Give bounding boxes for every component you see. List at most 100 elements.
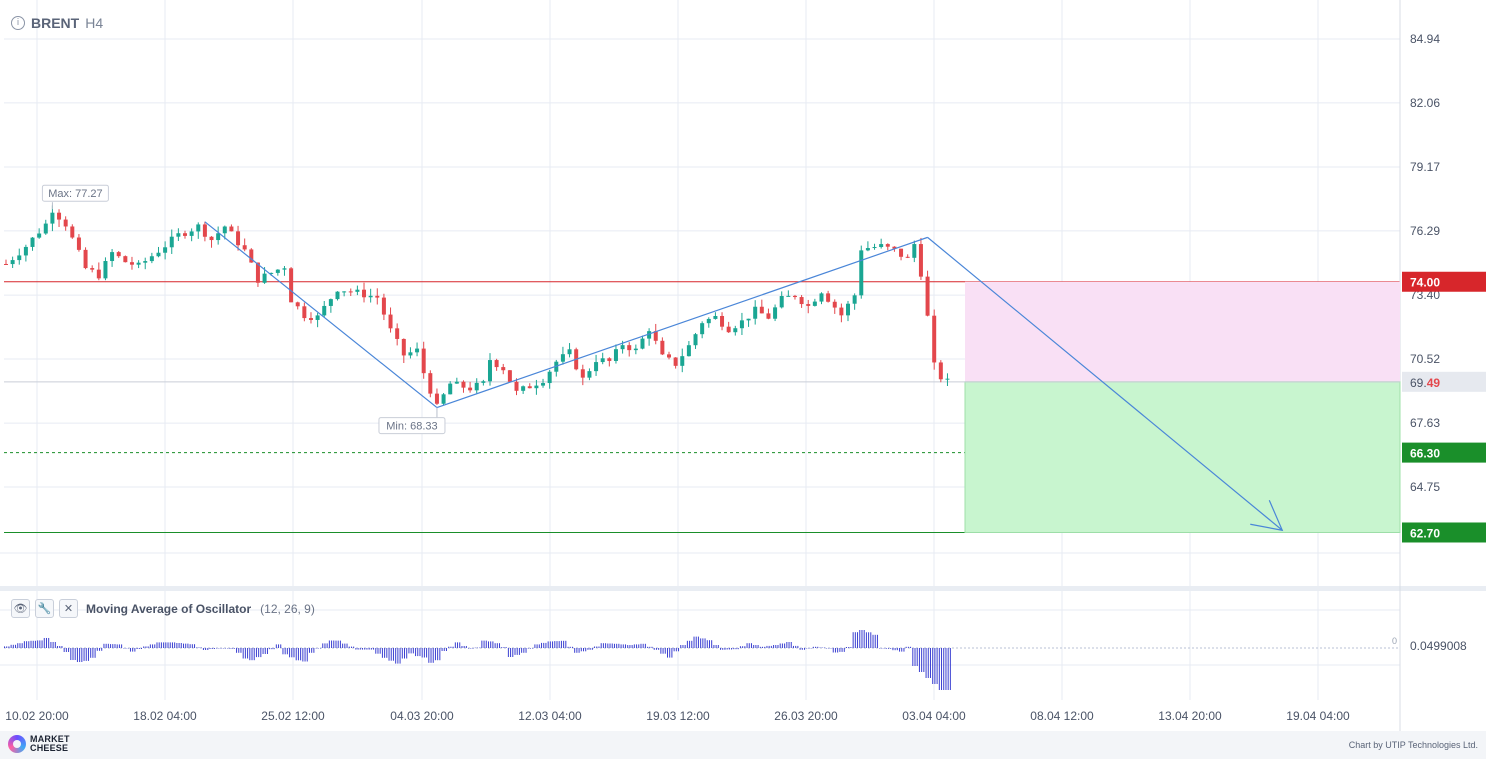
oscillator-bar — [194, 644, 196, 648]
oscillator-bar — [660, 648, 662, 654]
candle-body — [839, 307, 844, 316]
oscillator-bar — [397, 648, 399, 664]
wrench-icon[interactable]: 🔧 — [35, 599, 54, 618]
oscillator-bar — [605, 643, 607, 648]
oscillator-bar — [715, 645, 717, 648]
oscillator-bar — [779, 643, 781, 648]
oscillator-bar — [494, 643, 496, 648]
oscillator-bar — [10, 644, 12, 648]
oscillator-bar — [576, 648, 578, 653]
oscillator-bar — [90, 648, 92, 658]
candle-body — [487, 360, 492, 382]
oscillator-bar — [890, 648, 892, 649]
candle-body — [865, 248, 870, 251]
oscillator-bar — [834, 648, 836, 653]
oscillator-bar — [143, 646, 145, 648]
price-tick-label: 79.17 — [1410, 160, 1440, 174]
oscillator-bar — [713, 645, 715, 648]
candle-body — [660, 340, 665, 355]
oscillator-bar — [945, 648, 947, 690]
price-axis: 84.9482.0679.1776.2973.4070.5267.6364.75… — [1402, 32, 1486, 543]
oscillator-bar — [355, 648, 357, 650]
candle-body — [753, 306, 758, 319]
oscillator-bar — [34, 640, 36, 648]
oscillator-bar — [675, 648, 677, 652]
candle-body — [938, 362, 943, 380]
oscillator-histogram — [4, 630, 951, 690]
oscillator-bar — [68, 648, 70, 652]
candle-body — [116, 252, 121, 257]
oscillator-bar — [848, 647, 850, 648]
oscillator-bar — [850, 647, 852, 648]
oscillator-bar — [52, 641, 54, 648]
candle-body — [57, 212, 62, 220]
oscillator-bar — [112, 644, 114, 648]
oscillator-bar — [667, 648, 668, 658]
oscillator-bar — [79, 648, 81, 663]
oscillator-bar — [801, 648, 803, 650]
oscillator-bar — [518, 648, 520, 655]
oscillator-bar — [594, 646, 596, 648]
oscillator-bar — [373, 648, 375, 650]
oscillator-bar — [538, 644, 540, 648]
candle-body — [647, 331, 652, 339]
oscillator-bar — [171, 642, 173, 648]
candle-body — [899, 248, 904, 257]
oscillator-bar — [379, 648, 381, 654]
candle-body — [806, 304, 811, 306]
oscillator-bar — [260, 648, 262, 658]
oscillator-bar — [388, 648, 390, 661]
oscillator-bar — [370, 648, 372, 650]
oscillator-bar — [39, 640, 41, 648]
oscillator-bar — [487, 641, 489, 648]
oscillator-bar — [810, 648, 812, 649]
candle-body — [799, 297, 804, 305]
market-cheese-logo[interactable]: MARKET CHEESE — [8, 735, 70, 753]
candle-body — [110, 252, 115, 262]
oscillator-bar — [918, 648, 920, 672]
oscillator-bar — [313, 648, 315, 653]
oscillator-bar — [521, 648, 523, 653]
oscillator-bar — [843, 648, 845, 652]
candle-body — [726, 326, 731, 333]
oscillator-bar — [377, 648, 379, 654]
oscillator-zero-label: 0 — [1392, 636, 1397, 646]
oscillator-bar — [167, 642, 169, 648]
oscillator-bar — [629, 645, 631, 648]
oscillator-bar — [795, 645, 797, 648]
oscillator-bar — [499, 643, 501, 648]
oscillator-bar — [101, 648, 103, 651]
candle-body — [481, 381, 486, 383]
time-tick-label: 10.02 20:00 — [5, 709, 69, 723]
oscillator-bar — [748, 643, 750, 648]
oscillator-value-label: 0.0499008 — [1410, 639, 1467, 653]
oscillator-bar — [768, 645, 770, 648]
oscillator-bar — [180, 643, 182, 648]
info-icon[interactable]: i — [11, 16, 25, 30]
candle-body — [945, 378, 950, 380]
oscillator-bar — [854, 632, 856, 648]
candle-body — [322, 305, 327, 316]
oscillator-bar — [929, 648, 931, 678]
stop-loss-zone — [965, 281, 1400, 382]
candle-body — [209, 236, 214, 241]
oscillator-bar — [910, 646, 912, 648]
trend-line — [204, 221, 438, 409]
oscillator-bar — [344, 643, 346, 648]
candle-body — [879, 244, 884, 248]
close-icon[interactable]: ✕ — [59, 599, 78, 618]
candle-body — [673, 357, 678, 366]
oscillator-bar — [85, 648, 87, 661]
oscillator-bar — [262, 648, 264, 654]
oscillator-bar — [255, 648, 257, 658]
oscillator-bar — [284, 648, 286, 655]
oscillator-bar — [828, 648, 830, 649]
oscillator-bar — [777, 645, 779, 648]
candle-body — [905, 256, 910, 258]
eye-icon[interactable]: 👁 — [11, 599, 30, 618]
oscillator-bar — [492, 641, 494, 648]
candle-body — [176, 233, 181, 237]
oscillator-bar — [567, 646, 569, 648]
oscillator-bar — [921, 648, 923, 672]
